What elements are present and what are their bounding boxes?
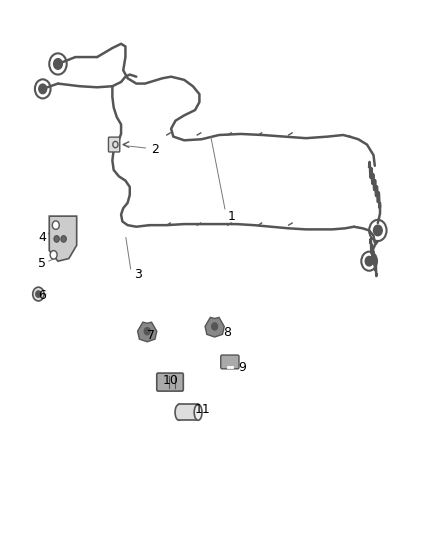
Text: 4: 4 bbox=[39, 231, 46, 244]
Text: 2: 2 bbox=[152, 143, 159, 156]
FancyBboxPatch shape bbox=[221, 355, 239, 369]
Circle shape bbox=[36, 291, 41, 297]
Circle shape bbox=[144, 327, 150, 335]
Circle shape bbox=[39, 84, 47, 94]
FancyBboxPatch shape bbox=[157, 373, 184, 391]
Polygon shape bbox=[49, 216, 77, 261]
Text: 6: 6 bbox=[39, 289, 46, 302]
Circle shape bbox=[33, 287, 44, 301]
Circle shape bbox=[365, 256, 373, 266]
Circle shape bbox=[54, 236, 59, 242]
Circle shape bbox=[212, 322, 218, 330]
Text: 1: 1 bbox=[228, 209, 236, 223]
Circle shape bbox=[374, 225, 382, 236]
Text: 11: 11 bbox=[195, 403, 211, 416]
Circle shape bbox=[61, 236, 66, 242]
Circle shape bbox=[50, 251, 57, 259]
Text: 9: 9 bbox=[239, 361, 247, 374]
Ellipse shape bbox=[175, 405, 183, 420]
Text: 8: 8 bbox=[223, 326, 231, 340]
Polygon shape bbox=[205, 317, 224, 337]
Text: 7: 7 bbox=[147, 329, 155, 342]
Text: 10: 10 bbox=[162, 374, 178, 387]
Text: 3: 3 bbox=[134, 268, 142, 281]
Polygon shape bbox=[138, 322, 157, 342]
Circle shape bbox=[53, 59, 62, 69]
Bar bbox=[179, 405, 198, 420]
Text: 5: 5 bbox=[39, 257, 46, 270]
FancyBboxPatch shape bbox=[109, 137, 120, 152]
Ellipse shape bbox=[194, 405, 202, 420]
Circle shape bbox=[52, 221, 59, 229]
